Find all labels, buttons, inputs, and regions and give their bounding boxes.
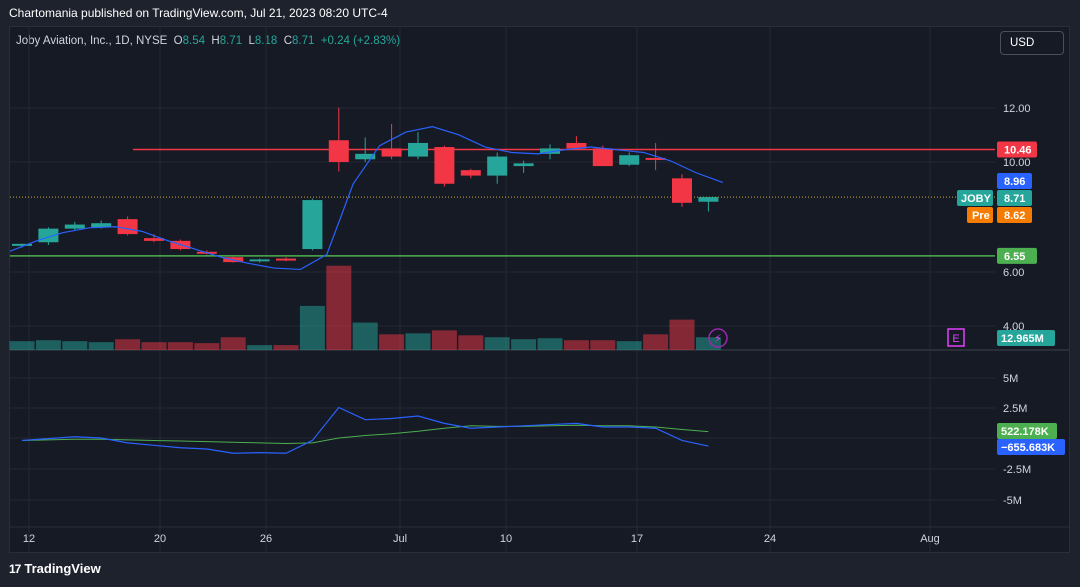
footer-brand[interactable]: 17 TradingView — [9, 561, 101, 576]
close-value: 8.71 — [292, 35, 315, 47]
chart-panel[interactable] — [9, 26, 1070, 553]
tradingview-logo-icon: 17 — [9, 562, 21, 576]
low-value: 8.18 — [254, 35, 278, 47]
change-value: +0.24 (+2.83%) — [320, 35, 401, 47]
close-label: C — [283, 35, 292, 47]
publisher-line: Chartomania published on TradingView.com… — [9, 6, 388, 20]
low-label: L — [248, 35, 255, 47]
open-value: 8.54 — [182, 35, 206, 47]
high-label: H — [211, 35, 220, 47]
brand-name: TradingView — [24, 561, 101, 576]
symbol-legend: Joby Aviation, Inc., 1D, NYSE O8.54 H8.7… — [16, 35, 400, 47]
open-label: O — [173, 35, 183, 47]
high-value: 8.71 — [219, 35, 243, 47]
currency-button[interactable]: USD — [1000, 31, 1064, 55]
symbol-title: Joby Aviation, Inc., 1D, NYSE — [16, 35, 168, 47]
